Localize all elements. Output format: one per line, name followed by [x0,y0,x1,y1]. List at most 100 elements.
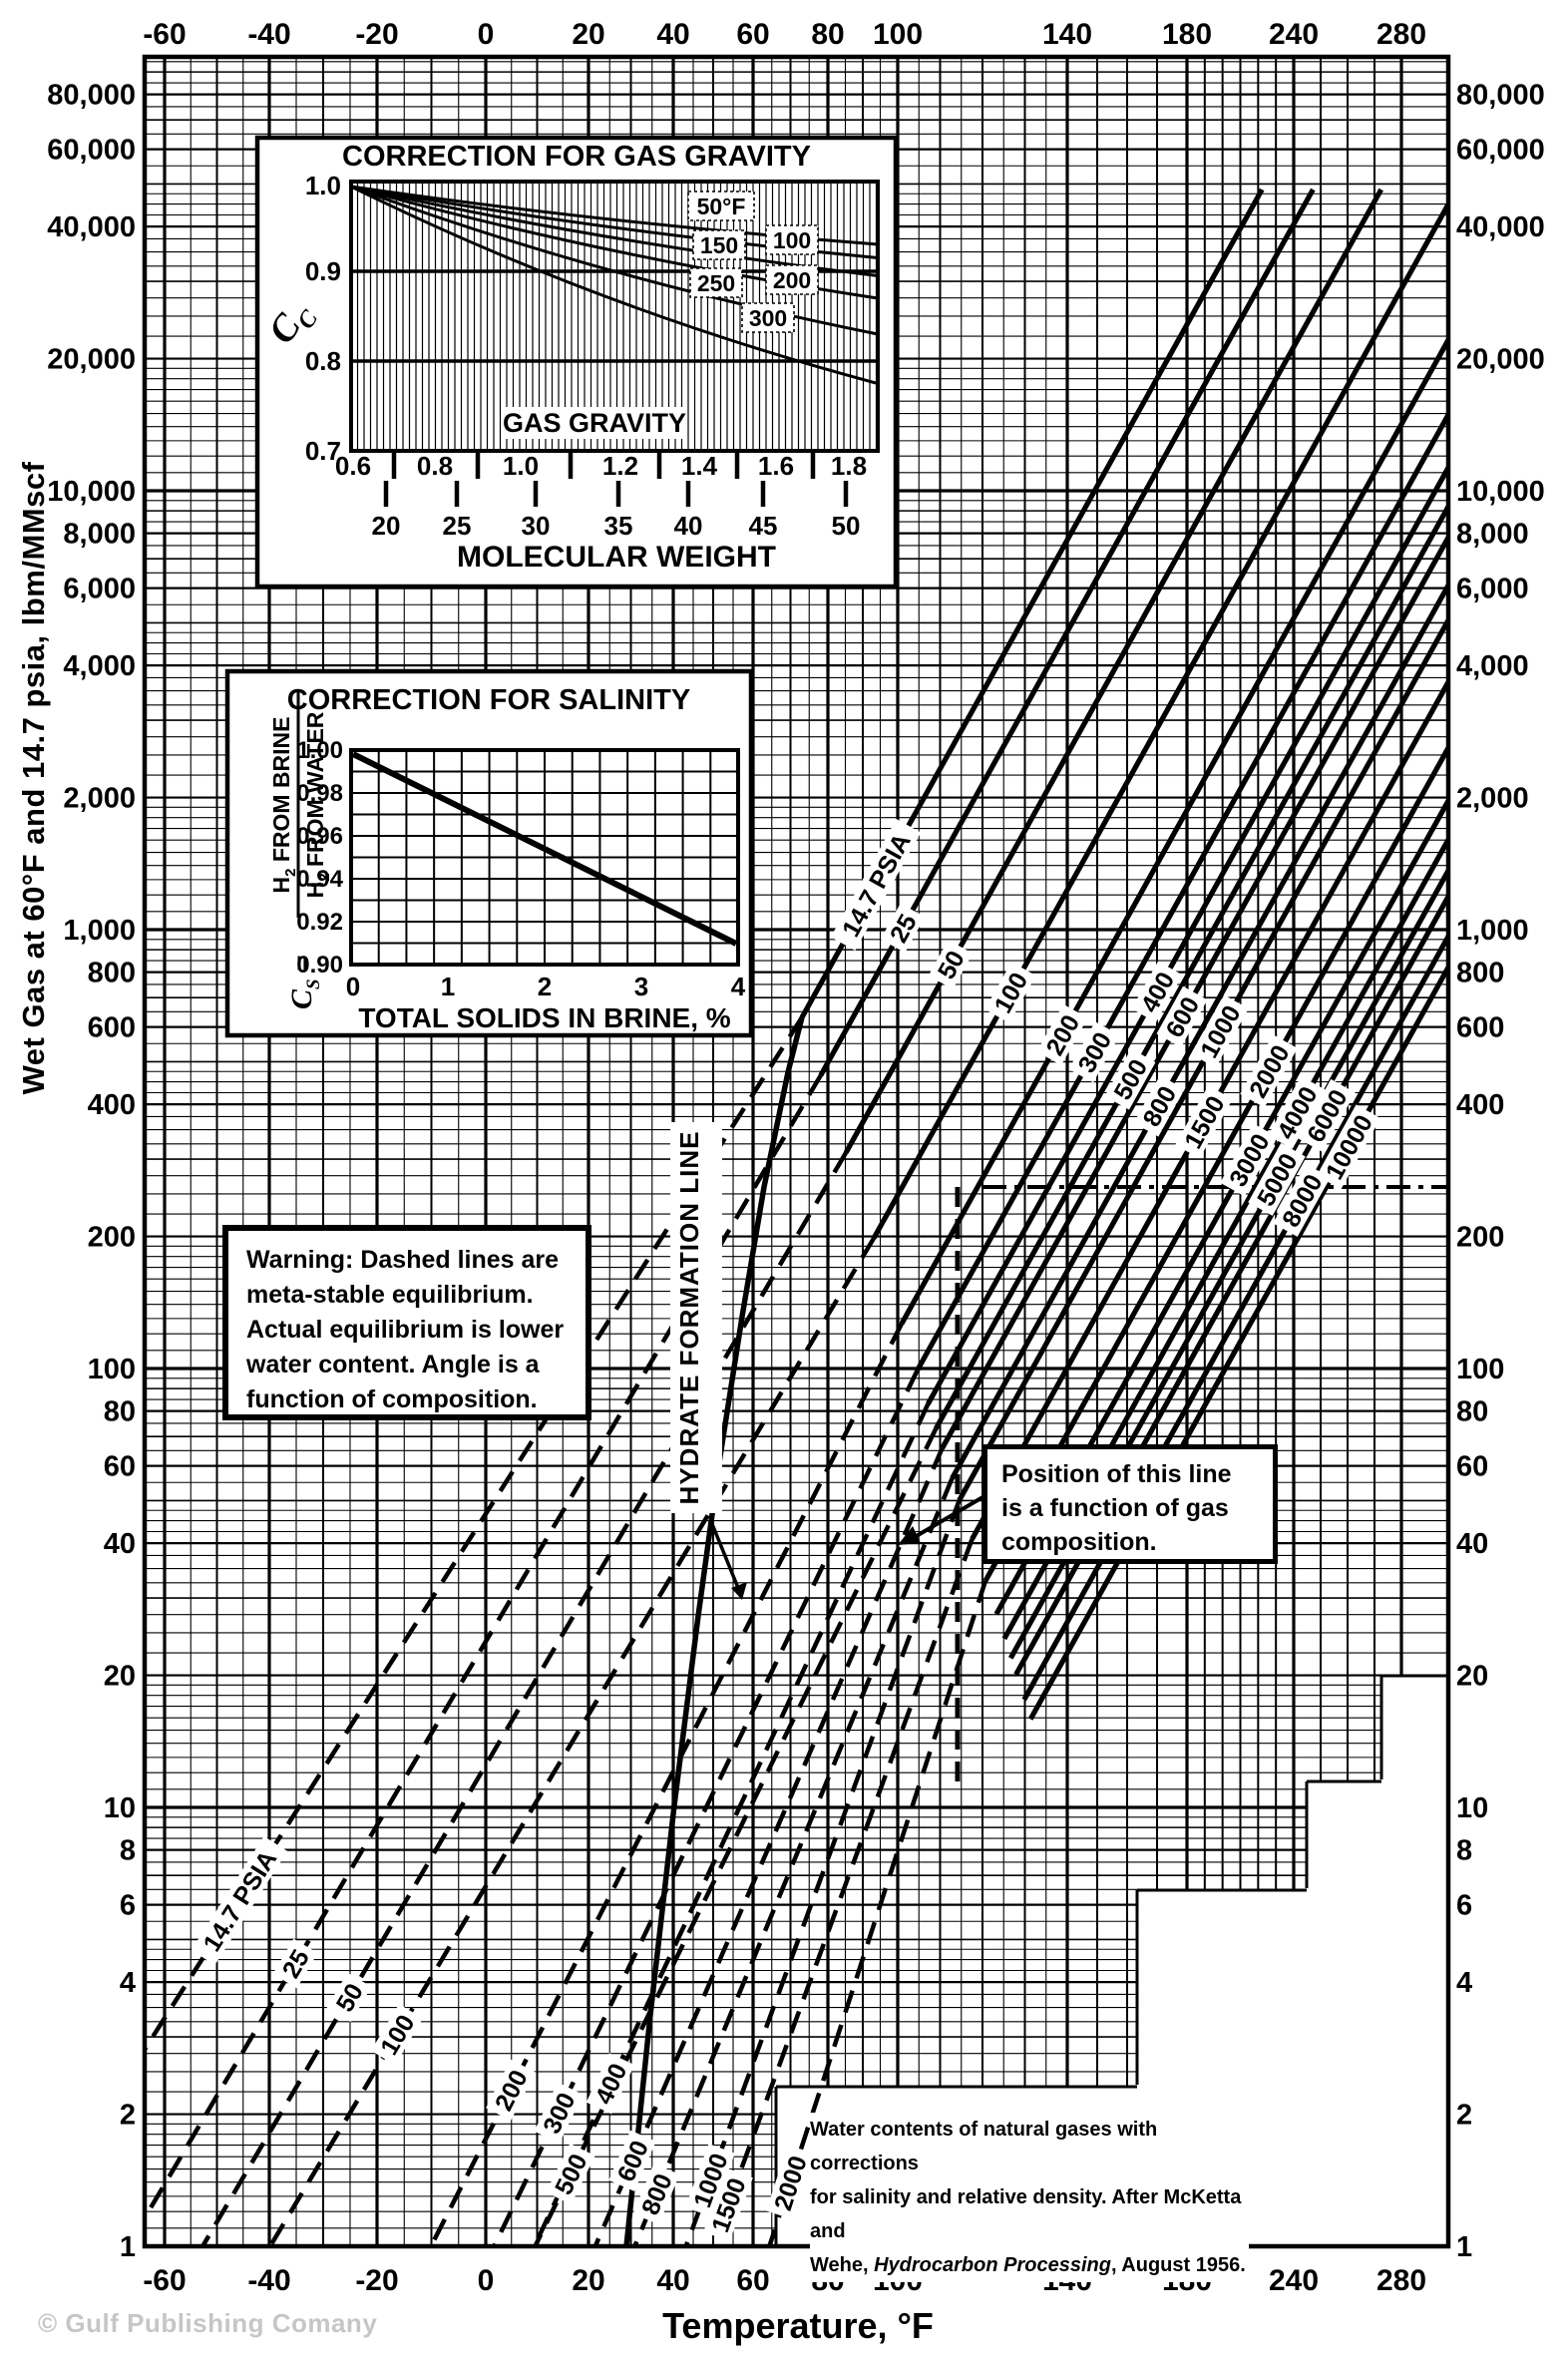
position-note-line: Position of this line [1001,1460,1232,1488]
salinity-y-tick: 0.98 [296,780,343,807]
temp-label: 50°F [697,194,746,219]
warning-line: Actual equilibrium is lower [246,1316,565,1344]
y-tick-right: 1 [1456,2231,1472,2263]
y-tick-left: 60,000 [47,135,136,167]
y-tick-left: 200 [88,1222,136,1254]
salinity-x-tick: 1 [441,972,455,1001]
salinity-x-tick: 0 [346,972,360,1001]
y-tick-right: 80,000 [1456,80,1545,112]
x-tick-bottom: -60 [143,2264,186,2297]
gravity-x-tick: 0.8 [417,451,453,481]
caption-line: Wehe, Hydrocarbon Processing, August 195… [810,2254,1246,2276]
x-tick-top: -20 [355,18,398,51]
gas-gravity-label-box [504,407,685,439]
pressure-line-solid-10000 [1027,966,1451,1721]
mw-tick: 30 [522,511,551,541]
gravity-inset-title: CORRECTION FOR GAS GRAVITY [342,141,811,173]
gravity-plot-border [349,180,880,453]
label-halo [1268,1075,1326,1149]
y-tick-right: 8 [1456,1835,1472,1867]
y-tick-left: 40,000 [47,211,136,243]
y-tick-left: 600 [88,1012,136,1044]
y-tick-left: 2 [120,2100,136,2132]
salinity-x-tick: 2 [538,972,552,1001]
label-halo [326,1972,372,2023]
temp-label-box [689,267,743,298]
label-halo [1273,1163,1331,1237]
y-tick-left: 20,000 [47,344,136,376]
salinity-y-tick: 0.94 [296,866,343,893]
x-tick-bottom: 280 [1376,2264,1426,2297]
gravity-x-tick: 0.6 [335,451,371,481]
y-tick-right: 8,000 [1456,519,1529,551]
gravity-temp-curve [350,185,879,336]
y-tick-left: 800 [88,958,136,989]
y-tick-left: 60 [104,1451,136,1483]
salinity-x-title: TOTAL SOLIDS IN BRINE, % [358,1002,730,1033]
x-tick-top: 180 [1162,18,1212,51]
gravity-x-tick: 1.8 [831,451,867,481]
y-tick-right: 60,000 [1456,135,1545,167]
salinity-y-tick: 0.90 [296,952,343,979]
label-halo [1133,1075,1185,1137]
temp-label-box [687,191,755,221]
mw-title: MOLECULAR WEIGHT [457,541,776,574]
label-halo [1156,985,1208,1048]
gravity-y-tick: 0.9 [305,256,341,286]
y-tick-right: 40 [1456,1528,1488,1560]
y-tick-right: 20,000 [1456,344,1545,376]
label-halo [1240,1034,1298,1108]
y-tick-right: 6,000 [1456,574,1529,605]
x-tick-bottom: 40 [656,2264,689,2297]
y-tick-left: 100 [88,1354,136,1385]
pressure-line-solid-2000 [982,746,1451,1583]
pressure-label-solid-50: 50 [928,940,974,989]
label-halo [1248,1142,1306,1216]
pressure-line-solid-200 [899,338,1451,1326]
y-tick-right: 60 [1456,1451,1488,1483]
pressure-label-dashed-100: 100 [370,2004,424,2066]
gravity-x-tick: 1.6 [758,451,794,481]
caption-italic-journal: Hydrocarbon Processing [874,2254,1111,2276]
warning-note: Warning: Dashed lines are meta-stable eq… [222,1225,591,1420]
pressure-line-solid-100 [871,202,1451,1240]
warning-line: water content. Angle is a [246,1351,540,1378]
salinity-y-tick: 0.92 [296,909,343,936]
label-halo [830,818,922,952]
temp-label-box [692,229,746,260]
mw-tick: 40 [674,511,703,541]
y-tick-right: 2 [1456,2100,1472,2132]
y-tick-right: 800 [1456,958,1504,989]
x-tick-bottom: 0 [478,2264,495,2297]
x-tick-top: 140 [1042,18,1092,51]
label-halo [1316,1104,1381,1190]
gravity-x-tick: 1.2 [602,451,638,481]
y-tick-left: 4 [120,1967,136,1999]
y-tick-left: 80 [104,1396,136,1428]
label-halo [1298,1078,1356,1152]
y-tick-left: 400 [88,1089,136,1121]
gravity-x-tick: 1.0 [503,451,539,481]
x-axis-title: Temperature, °F [662,2305,934,2346]
label-halo [766,2146,814,2220]
label-halo [703,2167,753,2242]
label-halo [608,2130,656,2191]
gravity-x-tick: 1.4 [681,451,718,481]
salinity-x-tick: 3 [634,972,648,1001]
x-tick-top: -40 [247,18,290,51]
y-tick-left: 20 [104,1661,136,1693]
temp-label-box [741,302,795,333]
warning-line: Warning: Dashed lines are [246,1246,560,1274]
salinity-inset-title: CORRECTION FOR SALINITY [287,684,690,716]
x-tick-top: 240 [1269,18,1319,51]
label-halo [1036,1003,1088,1066]
temp-label-box [765,264,819,295]
label-halo [546,2143,595,2205]
y-tick-right: 4,000 [1456,650,1529,682]
pressure-line-solid-800 [950,584,1451,1480]
salinity-x-tick: 4 [731,972,746,1001]
caption-line: Water contents of natural gases with cor… [810,2119,1158,2174]
label-halo [685,2144,735,2217]
